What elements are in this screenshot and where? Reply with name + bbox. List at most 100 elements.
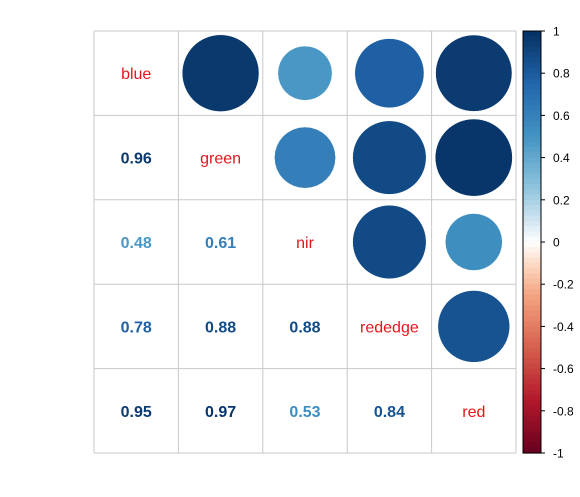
colorbar-segment (523, 379, 541, 386)
correlation-value-green-blue: 0.96 (121, 151, 152, 168)
colorbar-segment (523, 447, 541, 454)
colorbar-segment (523, 157, 541, 164)
colorbar-segment (523, 363, 541, 370)
colorbar-tick-label: 0 (553, 236, 560, 250)
correlation-circle-green-rededge (352, 120, 427, 195)
colorbar-tick-label: -0.4 (553, 320, 574, 334)
colorbar-segment (523, 173, 541, 180)
colorbar-segment (523, 220, 541, 227)
colorbar-segment (523, 199, 541, 206)
correlation-circle-blue-rededge (354, 38, 425, 109)
colorbar-segment (523, 210, 541, 217)
variable-label-rededge: rededge (360, 319, 419, 336)
colorbar-tick-label: 0.8 (553, 67, 570, 81)
colorbar-segment (523, 168, 541, 175)
colorbar-segment (523, 178, 541, 185)
correlation-circle-rededge-red (437, 290, 510, 363)
colorbar-segment (523, 305, 541, 312)
matrix-grid (93, 30, 517, 454)
colorbar-segment (523, 263, 541, 269)
colorbar-tick-label: -0.6 (553, 362, 574, 376)
colorbar-segment (523, 162, 541, 169)
colorbar-segment (523, 194, 541, 201)
colorbar-segment (523, 94, 541, 101)
colorbar-segment (523, 278, 541, 285)
colorbar-segment (523, 120, 541, 127)
colorbar-segment (523, 300, 541, 306)
colorbar-segment (523, 347, 541, 354)
colorbar-segment (523, 284, 541, 291)
colorbar-segment (523, 416, 541, 422)
correlation-value-rededge-nir: 0.88 (289, 319, 320, 336)
colorbar-segment (523, 331, 541, 338)
colorbar-segment (523, 273, 541, 280)
colorbar-segment (523, 326, 541, 333)
colorbar-segment (523, 78, 541, 85)
correlation-value-nir-blue: 0.48 (121, 235, 152, 252)
colorbar: 1 0.8 0.6 0.4 0.2 0 -0.2 -0.4 -0.6 -0.8 -1 (522, 25, 574, 461)
colorbar-segment (523, 99, 541, 106)
colorbar-segment (523, 226, 541, 233)
colorbar-segment (523, 257, 541, 264)
correlation-circle-blue-green (181, 34, 260, 112)
colorbar-segment (523, 31, 541, 37)
colorbar-segment (523, 352, 541, 359)
correlation-circle-green-red (434, 118, 513, 197)
correlation-circle-nir-red (445, 213, 503, 271)
colorbar-segment (523, 315, 541, 322)
colorbar-segment (523, 310, 541, 317)
colorbar-segment (523, 400, 541, 407)
colorbar-segment (523, 89, 541, 95)
colorbar-segment (523, 358, 541, 364)
colorbar-segment (523, 205, 541, 211)
colorbar-tick-label: 1 (553, 25, 560, 39)
colorbar-tick-label: 0.4 (553, 151, 570, 165)
colorbar-segment (523, 410, 541, 417)
colorbar-segment (523, 136, 541, 143)
colorbar-segment (523, 368, 541, 375)
colorbar-segment (523, 389, 541, 396)
colorbar-segment (523, 46, 541, 53)
colorbar-segment (523, 141, 541, 148)
correlation-value-red-green: 0.97 (205, 404, 236, 421)
colorbar-segment (523, 231, 541, 238)
colorbar-segment (523, 147, 541, 153)
colorbar-segment (523, 73, 541, 80)
colorbar-segment (523, 57, 541, 64)
matrix-cells: blue 0.96 green 0.48 0.61 nir 0.78 0.88 0.88 rede… (121, 34, 513, 421)
colorbar-segment (523, 104, 541, 111)
colorbar-segment (523, 426, 541, 433)
colorbar-segment (523, 252, 541, 259)
colorbar-segment (523, 183, 541, 190)
colorbar-segment (523, 215, 541, 222)
colorbar-segment (523, 294, 541, 301)
colorbar-segment (523, 421, 541, 428)
colorbar-segment (523, 83, 541, 90)
colorbar-segment (523, 336, 541, 343)
correlation-circle-blue-red (435, 34, 513, 112)
variable-label-blue: blue (121, 66, 151, 83)
colorbar-tick-label: 0.2 (553, 193, 570, 207)
variable-label-red: red (462, 404, 485, 421)
colorbar-segment (523, 268, 541, 275)
colorbar-segment (523, 289, 541, 296)
correlation-value-rededge-green: 0.88 (205, 319, 236, 336)
colorbar-segment (523, 394, 541, 401)
colorbar-tick-label: 0.6 (553, 109, 570, 123)
colorbar-segment (523, 405, 541, 412)
colorbar-segment (523, 431, 541, 438)
colorbar-segment (523, 236, 541, 243)
colorbar-segment (523, 242, 541, 248)
colorbar-tick-label: -0.2 (553, 278, 574, 292)
correlation-value-red-rededge: 0.84 (374, 404, 405, 421)
colorbar-segment (523, 384, 541, 391)
colorbar-segment (523, 36, 541, 43)
colorbar-segment (523, 321, 541, 327)
colorbar-segment (523, 52, 541, 58)
colorbar-segment (523, 110, 541, 116)
colorbar-segment (523, 41, 541, 48)
colorbar-segment (523, 373, 541, 380)
colorbar-segment (523, 131, 541, 138)
colorbar-segment (523, 152, 541, 159)
